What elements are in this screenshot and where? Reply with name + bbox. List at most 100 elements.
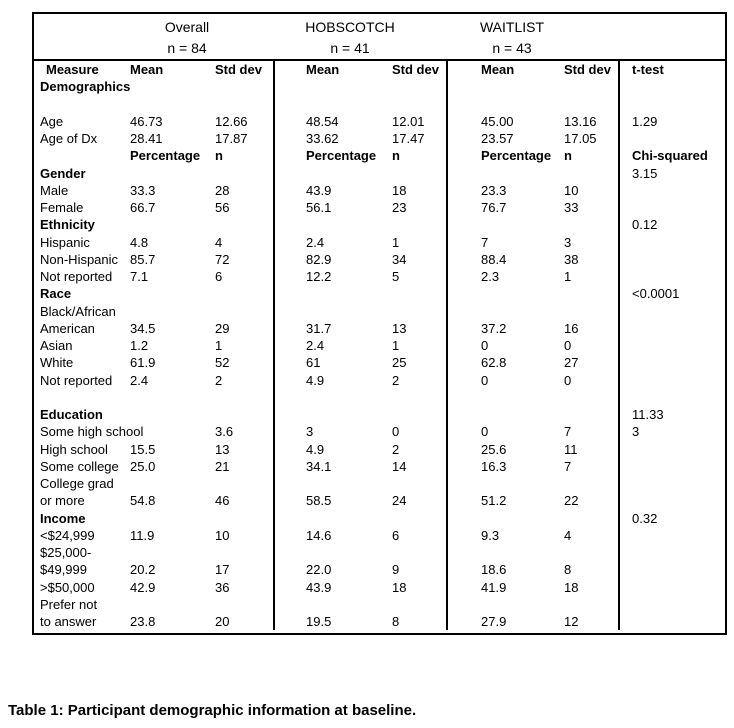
table-row: Black/African <box>34 302 725 320</box>
table-row: Hispanic 4.8 4 2.4 1 7 3 <box>34 233 725 251</box>
cell <box>215 509 275 527</box>
cell <box>130 216 215 233</box>
cell <box>564 595 620 613</box>
row-label: Not reported <box>40 269 113 284</box>
row-label: Female <box>40 200 84 215</box>
data-rows: Age 46.73 12.66 48.54 12.01 45.00 13.16 1.29 Age… <box>34 112 725 631</box>
cell: 34.5 <box>130 320 156 336</box>
row-label: American <box>40 320 95 336</box>
cell: Chi-squared <box>632 148 708 164</box>
cell: 0 <box>481 338 489 353</box>
row-label: Prefer not <box>40 596 98 612</box>
cell <box>274 406 392 423</box>
cell: 33.62 <box>306 131 339 146</box>
cell <box>619 182 725 199</box>
cell: 46 <box>215 492 275 510</box>
subheader-row-2: Demographics <box>34 78 725 96</box>
cell <box>274 510 392 527</box>
row-label: to answer <box>40 614 97 629</box>
cell <box>447 406 564 423</box>
cell <box>274 596 392 613</box>
row-label: Hispanic <box>40 234 90 250</box>
cell <box>619 527 725 544</box>
cell: 20 <box>215 613 275 631</box>
row-label: >$50,000 <box>40 579 95 595</box>
cell: 11.33 <box>632 407 664 422</box>
cell: 24 <box>392 492 448 510</box>
cell: 4 <box>564 526 620 544</box>
cell: 0 <box>392 423 448 441</box>
cell: 10 <box>215 526 275 544</box>
cell <box>619 337 725 354</box>
subheader-rows: Measure Mean Std dev Mean Std dev Mean S… <box>34 61 725 113</box>
cell: 6 <box>392 526 448 544</box>
cell: Percentage <box>130 148 201 164</box>
demographics-header: Demographics <box>40 79 131 95</box>
row-label: College grad <box>40 476 114 491</box>
cell: 2 <box>392 440 448 458</box>
table-row: Income 0.32 <box>34 509 725 527</box>
table-row: or more 54.8 46 58.5 24 51.2 22 <box>34 492 725 510</box>
cell: 3 <box>564 233 620 251</box>
row-label: White <box>40 355 74 371</box>
cell <box>392 509 448 527</box>
cell: 11 <box>564 440 620 458</box>
group-name: WAITLIST <box>479 19 545 35</box>
column-group-hobscotch: HOBSCOTCH n = 41 <box>305 17 394 59</box>
cell <box>619 354 725 371</box>
row-label: $25,000- <box>40 545 92 560</box>
cell: 28.41 <box>130 131 163 146</box>
cell: 45.00 <box>481 113 514 129</box>
cell <box>130 596 215 613</box>
table-row: Age of Dx 28.41 17.87 33.62 17.47 23.57 17.05 <box>34 130 725 148</box>
subheader-row: Measure Mean Std dev Mean Std dev Mean S… <box>34 61 725 79</box>
group-name: Overall <box>164 19 210 35</box>
table-row: American 34.5 29 31.7 13 37.2 16 <box>34 319 725 337</box>
cell: 17.05 <box>564 130 620 148</box>
cell: 22.0 <box>306 562 332 578</box>
table-row: Female 66.7 56 56.1 23 76.7 33 <box>34 199 725 217</box>
row-label: Some high school <box>40 424 144 440</box>
table-row <box>34 388 725 406</box>
cell: 88.4 <box>481 251 507 267</box>
cell: 52 <box>215 354 275 372</box>
row-label: High school <box>40 441 108 457</box>
table-row: <$24,999 11.9 10 14.6 6 9.3 4 <box>34 526 725 544</box>
cell <box>274 303 392 320</box>
cell <box>392 164 448 182</box>
cell: 62.8 <box>481 355 507 371</box>
cell: 13 <box>392 319 448 337</box>
t-test-header: t-test <box>632 62 664 77</box>
cell: 9.3 <box>481 527 500 543</box>
cell: 18 <box>392 181 448 199</box>
cell <box>392 388 448 406</box>
cell <box>392 406 448 424</box>
cell: 17 <box>215 561 275 579</box>
row-label: Male <box>40 182 69 198</box>
cell <box>215 595 275 613</box>
cell: 7.1 <box>130 269 149 284</box>
table-row: to answer 23.8 20 19.5 8 27.9 12 <box>34 613 725 631</box>
cell: 85.7 <box>130 251 156 267</box>
cell: 21 <box>215 457 275 475</box>
cell: 18 <box>392 578 448 596</box>
cell: 0.12 <box>632 217 658 233</box>
cell <box>564 509 620 527</box>
cell: Percentage <box>306 148 377 164</box>
cell: 12 <box>564 613 620 631</box>
cell: 14.6 <box>306 527 332 543</box>
cell: 28 <box>215 181 275 199</box>
row-label: Age of Dx <box>40 131 98 146</box>
cell: 76.7 <box>481 200 507 215</box>
cell: 56 <box>215 199 275 217</box>
cell <box>447 165 564 182</box>
cell <box>564 164 620 182</box>
cell: 6 <box>215 268 275 286</box>
row-label <box>34 389 130 406</box>
column-group-overall: Overall n = 84 <box>165 17 209 59</box>
cell: 25 <box>392 354 448 372</box>
cell: 29 <box>215 319 275 337</box>
cell: 1 <box>392 337 448 355</box>
cell: Percentage <box>481 148 552 164</box>
cell: 3 <box>306 424 314 440</box>
